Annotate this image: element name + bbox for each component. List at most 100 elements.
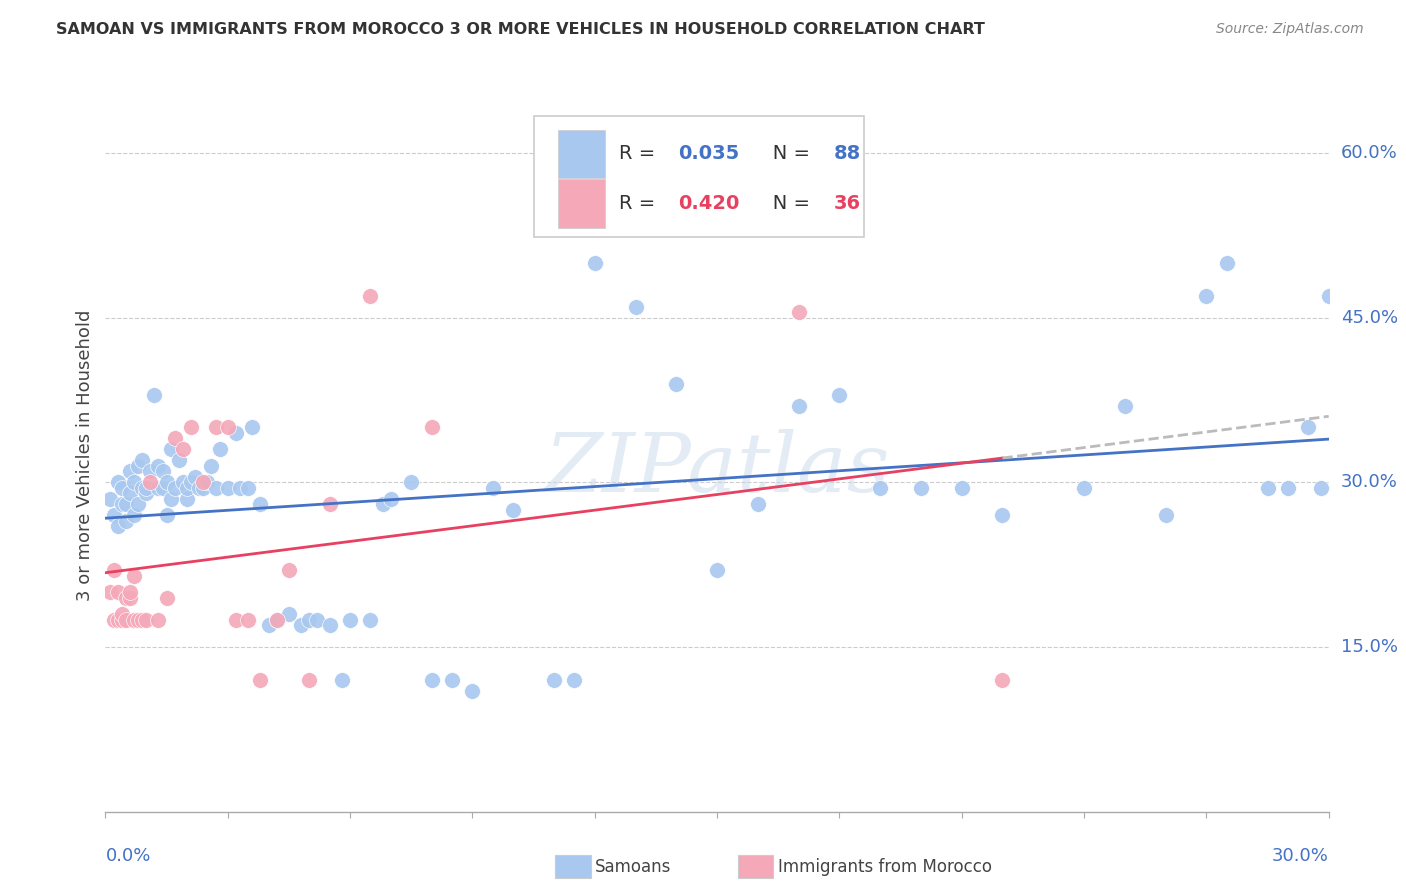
Text: 0.035: 0.035 <box>678 145 740 163</box>
Point <box>148 613 170 627</box>
Point <box>180 475 202 490</box>
Point <box>107 585 129 599</box>
Point <box>107 519 129 533</box>
Point <box>118 585 141 599</box>
Point <box>204 481 226 495</box>
Point <box>122 568 145 582</box>
Point <box>481 481 503 495</box>
Point <box>155 475 177 490</box>
Point <box>225 425 247 440</box>
Point <box>339 613 361 627</box>
Point <box>111 613 134 627</box>
Text: 0.420: 0.420 <box>678 194 740 213</box>
Point <box>118 591 141 605</box>
Point <box>200 458 222 473</box>
Point <box>131 613 153 627</box>
Point <box>115 497 138 511</box>
Point <box>193 475 215 490</box>
Point <box>869 481 891 495</box>
Point <box>828 387 851 401</box>
Point <box>298 613 321 627</box>
Point <box>103 613 125 627</box>
Point <box>217 420 239 434</box>
Point <box>111 607 134 621</box>
Point <box>115 591 138 605</box>
Point <box>135 481 157 495</box>
Point <box>131 481 153 495</box>
Point <box>208 442 231 457</box>
Point <box>135 613 157 627</box>
Text: 36: 36 <box>834 194 860 213</box>
Text: 60.0%: 60.0% <box>1341 144 1398 162</box>
Point <box>249 673 271 687</box>
Point <box>184 470 207 484</box>
Text: ZIPatlas: ZIPatlas <box>544 429 890 509</box>
Point <box>266 613 288 627</box>
Text: Source: ZipAtlas.com: Source: ZipAtlas.com <box>1216 22 1364 37</box>
Point <box>420 420 443 434</box>
FancyBboxPatch shape <box>533 116 863 237</box>
Point <box>127 497 149 511</box>
Point <box>360 289 382 303</box>
Point <box>139 464 162 478</box>
Point <box>135 486 157 500</box>
Point <box>236 613 259 627</box>
Point <box>290 618 312 632</box>
Point <box>122 508 145 523</box>
Point <box>98 585 121 599</box>
Point <box>127 613 149 627</box>
Point <box>118 464 141 478</box>
Point <box>278 563 301 577</box>
Point <box>229 481 252 495</box>
FancyBboxPatch shape <box>558 129 605 178</box>
Point <box>217 481 239 495</box>
Point <box>122 613 145 627</box>
Point <box>330 673 353 687</box>
Text: N =: N = <box>754 194 815 213</box>
Text: Immigrants from Morocco: Immigrants from Morocco <box>778 858 991 876</box>
Point <box>127 458 149 473</box>
Point <box>787 305 810 319</box>
Text: R =: R = <box>619 145 662 163</box>
Point <box>380 491 402 506</box>
Point <box>1309 481 1331 495</box>
Point <box>188 481 211 495</box>
Point <box>122 475 145 490</box>
Point <box>193 481 215 495</box>
Point <box>111 481 134 495</box>
Point <box>155 591 177 605</box>
Point <box>1296 420 1319 434</box>
Point <box>152 481 174 495</box>
Point <box>172 475 194 490</box>
Point <box>118 486 141 500</box>
Point <box>461 684 484 698</box>
Point <box>204 420 226 434</box>
Point <box>180 420 202 434</box>
Text: 88: 88 <box>834 145 860 163</box>
Point <box>950 481 973 495</box>
Text: 30.0%: 30.0% <box>1272 847 1329 865</box>
Point <box>307 613 329 627</box>
Point <box>298 673 321 687</box>
Point <box>991 673 1014 687</box>
Point <box>155 508 177 523</box>
Point <box>910 481 932 495</box>
Point <box>747 497 769 511</box>
Point <box>1277 481 1299 495</box>
Point <box>163 481 186 495</box>
Point <box>103 508 125 523</box>
Point <box>318 618 342 632</box>
Text: 15.0%: 15.0% <box>1341 638 1398 656</box>
Point <box>240 420 263 434</box>
Point <box>360 613 382 627</box>
Point <box>543 673 565 687</box>
Point <box>107 613 129 627</box>
Point <box>1317 289 1340 303</box>
Point <box>107 475 129 490</box>
Point <box>143 387 166 401</box>
Point <box>1114 399 1136 413</box>
Point <box>111 497 134 511</box>
Text: 30.0%: 30.0% <box>1341 474 1398 491</box>
Point <box>148 458 170 473</box>
Point <box>148 481 170 495</box>
